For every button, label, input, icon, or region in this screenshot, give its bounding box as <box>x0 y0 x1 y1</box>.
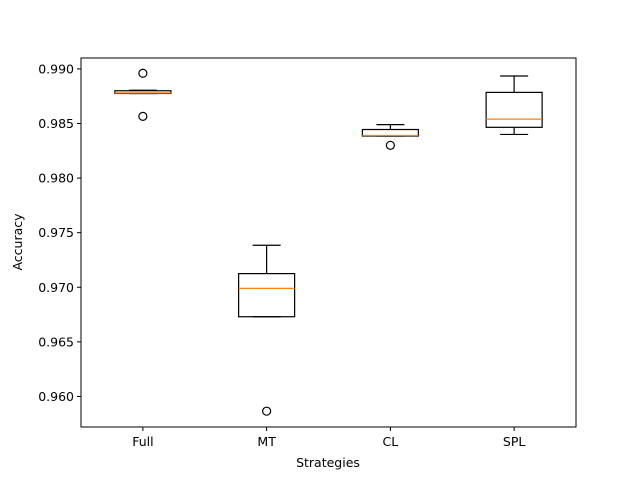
outlier-point <box>138 111 148 122</box>
x-tick-label: CL <box>383 434 399 449</box>
y-tick-label: 0.990 <box>38 61 74 76</box>
y-axis-label: Accuracy <box>10 213 25 271</box>
iqr-box <box>485 91 543 128</box>
box-group-spl <box>485 75 543 136</box>
y-tick-label: 0.975 <box>38 225 74 240</box>
y-tick-label: 0.970 <box>38 280 74 295</box>
x-tick-label: MT <box>257 434 276 449</box>
x-axis-label: Strategies <box>296 455 360 470</box>
axes-frame <box>80 57 577 428</box>
box-group-cl <box>361 123 419 150</box>
y-tick-label: 0.985 <box>38 116 74 131</box>
x-tick-label: SPL <box>503 434 525 449</box>
outlier-point <box>385 140 395 150</box>
axes: 0.960 0.965 0.970 0.975 0.980 0.985 0.990 Full M… <box>38 57 577 449</box>
box-group-full <box>114 68 172 122</box>
box-group-mt <box>238 244 296 416</box>
plot-area <box>114 68 543 416</box>
outlier-point <box>262 406 272 416</box>
iqr-box <box>238 273 296 318</box>
y-tick-label: 0.980 <box>38 171 74 186</box>
outlier-point <box>138 68 148 78</box>
x-tick-label: Full <box>132 434 153 449</box>
y-tick-label: 0.965 <box>38 334 74 349</box>
y-tick-label: 0.960 <box>38 389 74 404</box>
